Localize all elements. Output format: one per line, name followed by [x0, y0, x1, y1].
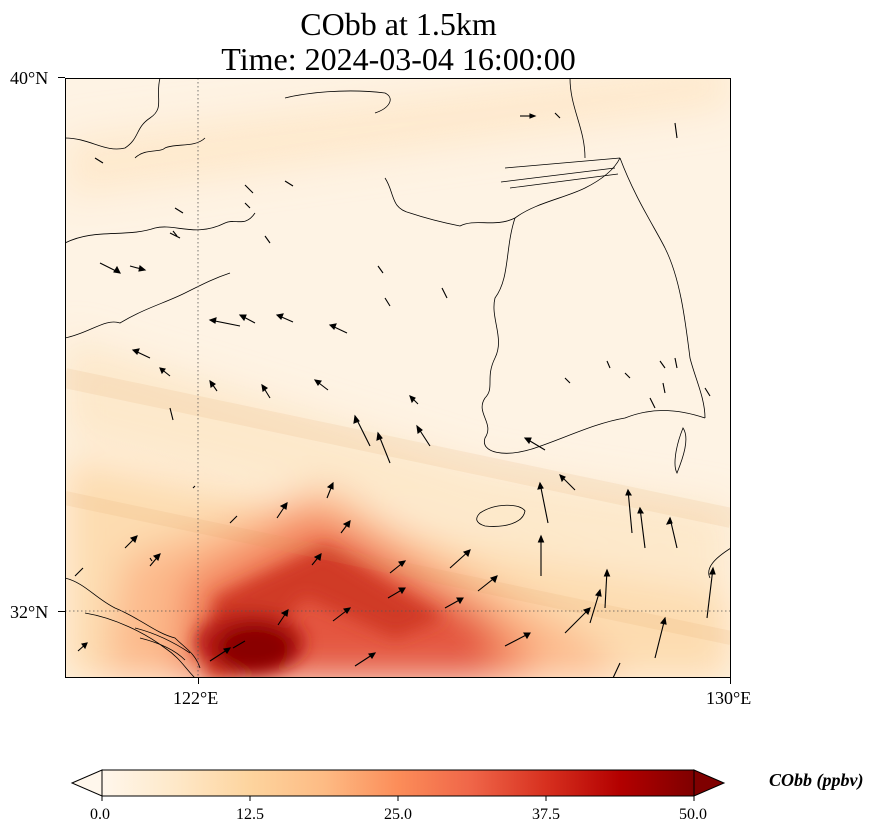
x-tick-122: [198, 677, 199, 684]
colorbar-label: CObb (ppbv): [769, 770, 864, 790]
map-panel: [65, 78, 731, 678]
colorbar-tick-4: 50.0: [679, 806, 707, 823]
y-tick-40: [58, 77, 65, 78]
lon-label-130: 130°E: [706, 688, 752, 708]
lat-label-32: 32°N: [10, 602, 49, 622]
map-title-line2: Time: 2024-03-04 16:00:00: [221, 41, 576, 77]
x-tick-130: [730, 677, 731, 684]
coastlines: [65, 78, 731, 678]
y-tick-32: [58, 611, 65, 612]
lon-label-122: 122°E: [173, 688, 219, 708]
colorbar: [70, 769, 726, 801]
colorbar-tick-3: 37.5: [532, 806, 560, 823]
concentration-core: [195, 546, 445, 678]
map-title-line1: CObb at 1.5km: [300, 6, 497, 42]
gridlines: [65, 78, 731, 678]
colorbar-extend-max: [693, 769, 726, 797]
colorbar-tick-0: 0.0: [90, 806, 110, 823]
colorbar-gradient: [101, 769, 695, 797]
colorbar-tick-1: 12.5: [236, 806, 264, 823]
map-frame: [65, 78, 731, 678]
colorbar-extend-min: [70, 769, 103, 797]
wind-vectors: [74, 112, 716, 678]
colorbar-tick-2: 25.0: [384, 806, 412, 823]
lat-label-40: 40°N: [10, 68, 49, 88]
